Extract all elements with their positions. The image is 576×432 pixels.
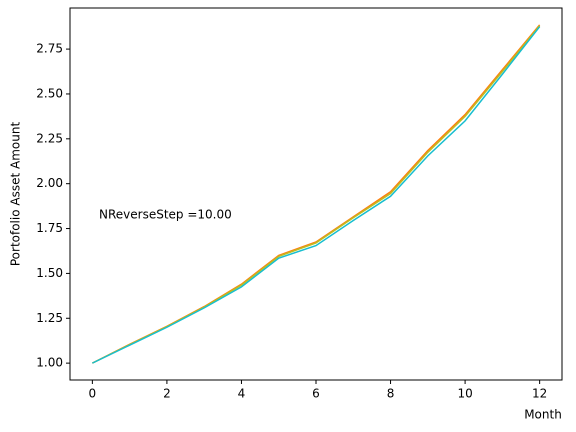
x-tick-label: 0: [89, 387, 97, 401]
y-tick-label: 2.00: [36, 176, 63, 190]
y-tick-label: 1.50: [36, 266, 63, 280]
x-tick-label: 10: [457, 387, 472, 401]
y-tick-label: 1.25: [36, 311, 63, 325]
x-tick-label: 12: [532, 387, 547, 401]
annotation: NReverseStep =10.00: [99, 208, 232, 222]
x-tick-label: 4: [238, 387, 246, 401]
axes-frame: [69, 7, 563, 381]
y-tick-label: 1.75: [36, 221, 63, 235]
y-tick-label: 2.25: [36, 131, 63, 145]
x-axis-label: Month: [524, 408, 562, 422]
x-tick-label: 8: [387, 387, 395, 401]
data-line: [92, 24, 541, 364]
data-line: [92, 25, 541, 364]
y-tick-label: 2.50: [36, 86, 63, 100]
data-line: [92, 26, 541, 364]
x-tick-label: 2: [163, 387, 171, 401]
y-axis-label: Portofolio Asset Amount: [9, 122, 23, 267]
x-tick-label: 6: [312, 387, 320, 401]
y-tick-label: 2.75: [36, 42, 63, 56]
y-tick-label: 1.00: [36, 356, 63, 370]
